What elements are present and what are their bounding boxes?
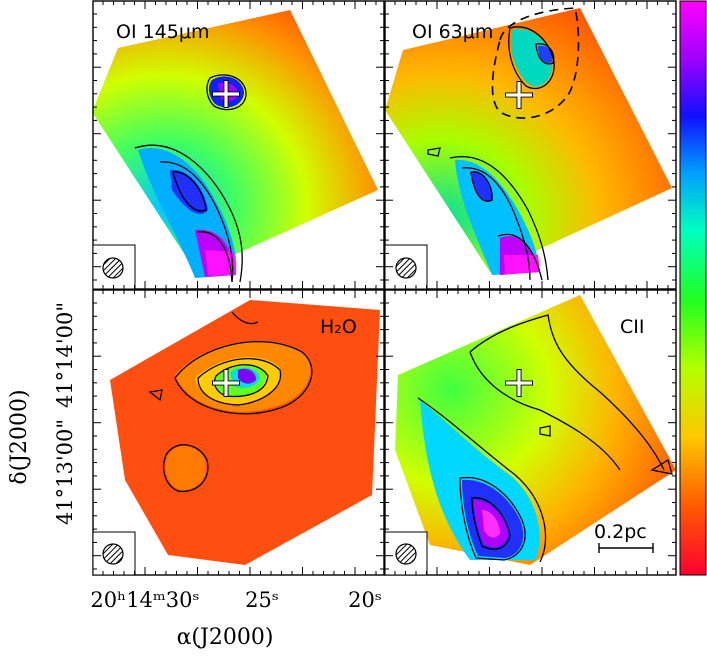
panel-h2o-contour-3 (213, 364, 269, 398)
panel-oi145-contour-4 (197, 231, 233, 283)
panel-h2o-core (238, 368, 256, 384)
panel-oi63-contour-1 (449, 156, 549, 281)
panel-h2o-contour-5 (231, 311, 259, 325)
x-tick-label-3: 20ˢ (348, 588, 382, 612)
panel-oi63-magenta-core (504, 255, 540, 274)
panel-cii-beam (395, 543, 417, 565)
panel-cii-contour-7 (650, 458, 673, 475)
panel-cii-contour-6 (539, 425, 551, 437)
x-axis-label: α(J2000) (177, 625, 274, 650)
panel-oi145-contour-2 (159, 161, 234, 283)
scalebar-label: 0.2pc (594, 521, 647, 543)
panel-oi63-label: OI 63μm (412, 21, 493, 43)
panel-oi63-beam (395, 257, 417, 279)
panel-oi63-contour-4 (497, 233, 543, 281)
panel-oi63-top-knot-core (538, 45, 553, 64)
panel-oi145-contour-5 (206, 74, 247, 111)
panel-oi145-contour-3 (172, 171, 207, 212)
panel-oi145-dark-blue (170, 169, 208, 214)
panel-oi63-contour-7 (427, 147, 441, 157)
panel-oi63-dashed-contour (491, 7, 580, 119)
panel-h2o-beam (102, 543, 124, 565)
axis-ticks (93, 1, 676, 575)
panel-oi145-contour-1 (134, 144, 243, 283)
panel-cii-magenta-core (482, 510, 500, 538)
panel-h2o-contour-4 (163, 444, 209, 492)
x-tick-label-1: 20ʰ14ᵐ30ˢ (90, 588, 199, 612)
panel-oi63-contour-2 (461, 167, 531, 281)
y-axis-label: δ(J2000) (7, 389, 32, 484)
panel-cii (395, 295, 676, 565)
panel-h2o-label: H₂O (320, 316, 357, 338)
panel-cii-label: CII (620, 316, 644, 338)
panel-h2o (110, 300, 380, 565)
panel-h2o-contour-6 (148, 389, 163, 402)
panel-h2o-orange-blob (165, 445, 207, 491)
y-tick-label-1: 41°14'00" (53, 302, 77, 408)
panel-oi63-contour-6 (535, 43, 555, 65)
panel-oi145-map (93, 10, 378, 272)
colorbar (679, 0, 707, 576)
panel-oi63-map (385, 8, 672, 272)
panel-oi145 (93, 10, 378, 283)
y-tick-label-2: 41°13'00" (53, 419, 77, 525)
panel-oi145-beam (102, 257, 124, 279)
panel-cii-contour-4 (469, 314, 665, 471)
panel-h2o-map (110, 300, 380, 565)
panel-cii-contour-5 (469, 351, 621, 471)
panel-h2o-contour-1 (174, 340, 313, 415)
panel-cii-contour-3 (471, 497, 511, 550)
panel-oi63-contour-5 (508, 26, 555, 90)
panel-h2o-contour-2 (197, 358, 282, 406)
panel-oi145-label: OI 145μm (116, 21, 209, 43)
x-tick-label-2: 25ˢ (245, 588, 279, 612)
panel-cii-contour-1 (417, 397, 547, 563)
panel-oi63-contour-3 (470, 171, 493, 202)
panel-oi63 (385, 7, 672, 281)
panel-cii-contour-2 (459, 476, 526, 561)
panel-oi63-dark-blue (470, 171, 492, 202)
